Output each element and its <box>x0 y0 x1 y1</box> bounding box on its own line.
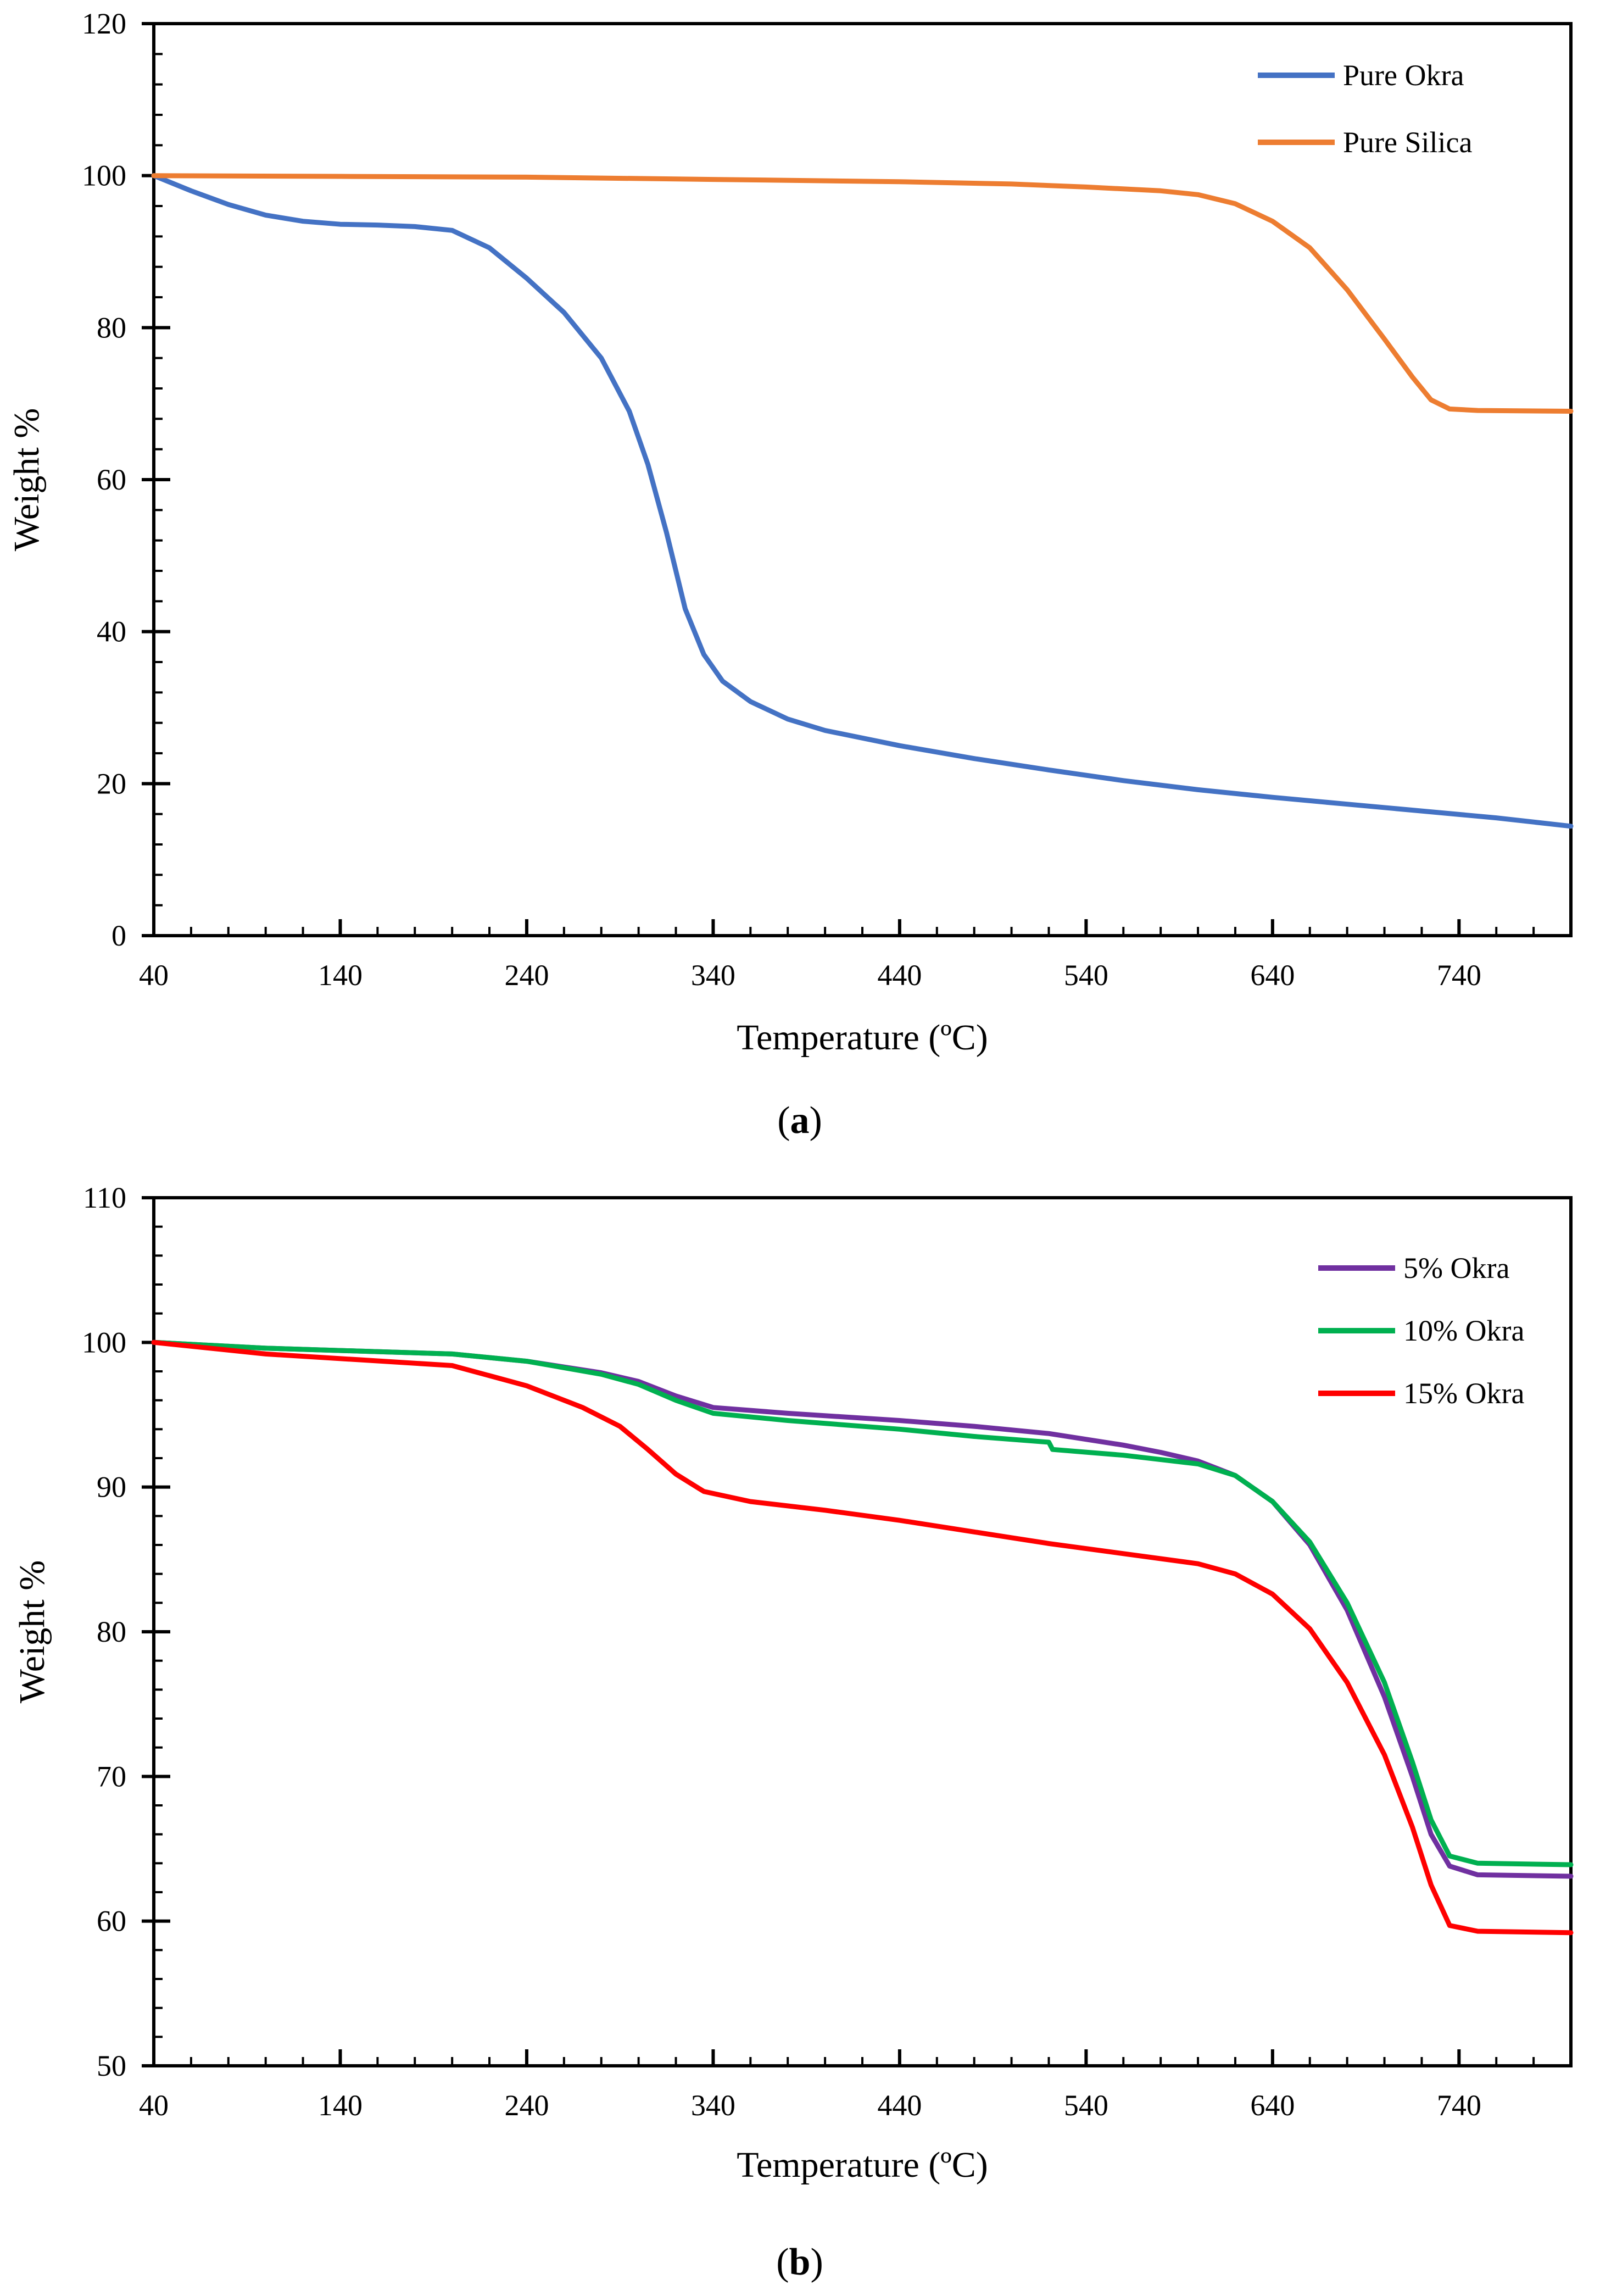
chart-a-x-tick-label: 140 <box>318 959 363 992</box>
chart-a-ylabel: Weight % <box>7 408 47 551</box>
chart-b-ticks: 40 140 240 340 440 540 640 740 50 60 70 80 90 100 110 <box>82 1181 1481 2122</box>
chart-b-x-tick-label: 540 <box>1064 2089 1108 2122</box>
chart-a-x-tick-label: 40 <box>139 959 169 992</box>
chart-a-x-tick-label: 440 <box>877 959 922 992</box>
chart-a-y-tick-label: 40 <box>97 615 126 648</box>
chart-b-series <box>151 1339 1574 1936</box>
chart-a-series <box>151 173 1574 829</box>
chart-b-caption: (b) <box>776 2241 823 2283</box>
chart-b-x-tick-label: 640 <box>1250 2089 1295 2122</box>
chart-b-ylabel: Weight % <box>12 1560 52 1703</box>
chart-a-legend: Pure Okra Pure Silica <box>1258 59 1472 159</box>
chart-a-x-tick-label: 240 <box>504 959 549 992</box>
chart-b-legend: 5% Okra 10% Okra 15% Okra <box>1318 1252 1524 1410</box>
chart-b-x-tick-label: 740 <box>1437 2089 1481 2122</box>
chart-a-y-tick-label: 60 <box>97 463 126 496</box>
chart-b-y-tick-label: 60 <box>97 1905 126 1938</box>
chart-b-minor-ticks <box>154 1225 1572 2066</box>
series-line-pure-okra <box>151 173 1574 829</box>
chart-b-y-tick-label: 70 <box>97 1760 126 1793</box>
chart-b-y-tick-label: 100 <box>82 1326 126 1359</box>
legend-label-15-okra: 15% Okra <box>1403 1377 1524 1410</box>
chart-a-caption: (a) <box>777 1099 822 1142</box>
chart-b: 40 140 240 340 440 540 640 7405060708090100110 … <box>12 1181 1574 2283</box>
chart-b-x-tick-label: 240 <box>504 2089 549 2122</box>
chart-a-x-tick-label: 740 <box>1437 959 1481 992</box>
chart-a-y-tick-label: 20 <box>97 767 126 800</box>
series-line-10-okra <box>151 1339 1574 1867</box>
legend-label-5-okra: 5% Okra <box>1403 1252 1509 1285</box>
chart-a-x-tick-label: 540 <box>1064 959 1108 992</box>
chart-a-ticks: 40 140 240 340 440 540 640 740 0 20 40 60 80 100 120 <box>82 7 1481 992</box>
chart-a-minor-ticks <box>154 53 1572 936</box>
chart-b-y-tick-label: 110 <box>83 1181 126 1214</box>
chart-a-y-tick-label: 0 <box>112 919 126 952</box>
chart-b-x-tick-label: 440 <box>877 2089 922 2122</box>
chart-a-x-tick-label: 640 <box>1250 959 1295 992</box>
chart-b-y-tick-label: 80 <box>97 1615 126 1648</box>
chart-b-xlabel: Temperature (ºC) <box>737 2145 988 2185</box>
chart-b-x-tick-label: 140 <box>318 2089 363 2122</box>
legend-label-10-okra: 10% Okra <box>1403 1314 1524 1347</box>
chart-a-xlabel: Temperature (ºC) <box>737 1018 988 1058</box>
chart-a: 40 140 240 340 440 540 640 740 0 20 40 60 80 100 120 P… <box>7 7 1574 1142</box>
legend-label-pure-okra: Pure Okra <box>1343 59 1464 92</box>
chart-b-y-tick-label: 50 <box>97 2049 126 2082</box>
chart-b-y-tick-label: 90 <box>97 1471 126 1504</box>
chart-a-y-tick-label: 120 <box>82 7 126 40</box>
chart-a-y-tick-label: 100 <box>82 159 126 192</box>
chart-a-y-tick-label: 80 <box>97 311 126 344</box>
series-line-pure-silica <box>151 173 1574 414</box>
chart-b-x-tick-label: 40 <box>139 2089 169 2122</box>
chart-a-x-tick-label: 340 <box>691 959 735 992</box>
legend-label-pure-silica: Pure Silica <box>1343 126 1472 159</box>
series-line-15-okra <box>151 1339 1574 1936</box>
chart-b-x-tick-label: 340 <box>691 2089 735 2122</box>
